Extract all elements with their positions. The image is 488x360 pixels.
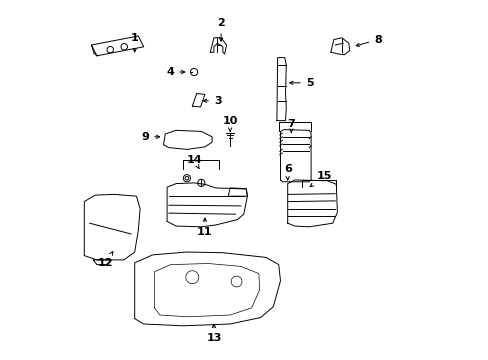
Text: 8: 8	[355, 35, 381, 46]
Text: 12: 12	[98, 252, 113, 268]
Text: 15: 15	[309, 171, 331, 186]
Text: 7: 7	[287, 119, 295, 132]
Text: 6: 6	[283, 164, 291, 180]
Text: 11: 11	[197, 218, 212, 237]
Text: 5: 5	[289, 78, 313, 88]
Text: 10: 10	[222, 116, 237, 131]
Text: 4: 4	[166, 67, 184, 77]
Text: 9: 9	[141, 132, 159, 142]
Text: 14: 14	[186, 155, 202, 168]
Text: 13: 13	[206, 324, 221, 343]
Text: 3: 3	[203, 96, 221, 106]
Text: 2: 2	[217, 18, 224, 41]
Text: 1: 1	[131, 33, 138, 52]
